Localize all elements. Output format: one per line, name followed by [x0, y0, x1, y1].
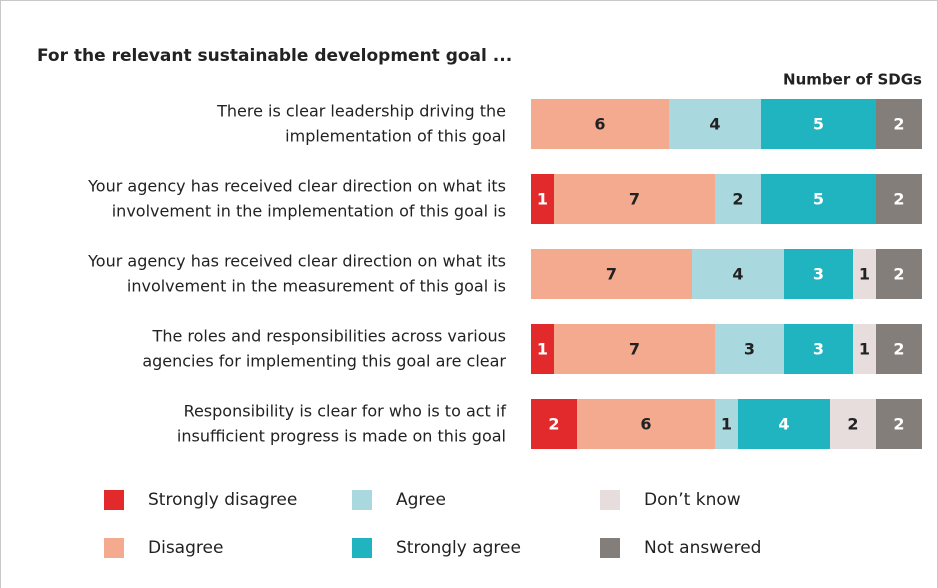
bar-segment — [531, 399, 577, 449]
bar-segment — [715, 399, 738, 449]
bar-segment — [531, 174, 554, 224]
y-tick-label: Your agency has received clear direction… — [87, 177, 506, 196]
bar-value-label: 7 — [629, 340, 640, 359]
y-tick-label: Your agency has received clear direction… — [87, 252, 506, 271]
bar-value-label: 1 — [859, 340, 870, 359]
bar-value-label: 2 — [893, 340, 904, 359]
bar-value-label: 1 — [537, 190, 548, 209]
bar-value-label: 3 — [813, 340, 824, 359]
bar-value-label: 1 — [721, 415, 732, 434]
legend-label: Don’t know — [644, 490, 741, 510]
bar-segment — [738, 399, 830, 449]
y-tick-label: insufficient progress is made on this go… — [177, 427, 506, 446]
y-tick-label: There is clear leadership driving the — [216, 102, 506, 121]
y-tick-label: The roles and responsibilities across va… — [152, 327, 506, 346]
bar-segment — [876, 249, 922, 299]
bar-segment — [531, 249, 692, 299]
legend-label: Agree — [396, 490, 446, 510]
bar-value-label: 5 — [813, 190, 824, 209]
legend-swatch — [104, 490, 124, 510]
bar-value-label: 4 — [709, 115, 720, 134]
bar-segment — [531, 99, 669, 149]
bar-value-label: 6 — [594, 115, 605, 134]
bar-segment — [876, 174, 922, 224]
bar-segment — [830, 399, 876, 449]
chart-title: For the relevant sustainable development… — [37, 46, 512, 66]
bar-segment — [554, 174, 715, 224]
x-axis-label: Number of SDGs — [783, 71, 922, 89]
bar-value-label: 4 — [732, 265, 743, 284]
bar-segment — [669, 99, 761, 149]
bar-value-label: 2 — [893, 415, 904, 434]
bar-value-label: 4 — [778, 415, 789, 434]
bar-value-label: 2 — [732, 190, 743, 209]
bar-value-label: 2 — [893, 115, 904, 134]
bar-segment — [692, 249, 784, 299]
legend-swatch — [352, 490, 372, 510]
bar-segment — [531, 324, 554, 374]
legend-swatch — [104, 538, 124, 558]
bar-segment — [876, 399, 922, 449]
bar-segment — [784, 324, 853, 374]
bar-segment — [715, 174, 761, 224]
legend-label: Strongly disagree — [148, 490, 297, 510]
legend-swatch — [352, 538, 372, 558]
bar-value-label: 7 — [629, 190, 640, 209]
y-tick-label: involvement in the measurement of this g… — [127, 277, 506, 296]
bar-value-label: 1 — [859, 265, 870, 284]
legend-label: Disagree — [148, 538, 223, 558]
bar-value-label: 3 — [813, 265, 824, 284]
bar-segment — [876, 324, 922, 374]
bar-value-label: 2 — [893, 265, 904, 284]
bar-segment — [784, 249, 853, 299]
y-tick-label: involvement in the implementation of thi… — [112, 202, 506, 221]
bar-segment — [876, 99, 922, 149]
legend-swatch — [600, 538, 620, 558]
bar-segment — [761, 99, 876, 149]
bar-value-label: 2 — [893, 190, 904, 209]
bar-value-label: 6 — [640, 415, 651, 434]
bar-segment — [554, 324, 715, 374]
bar-value-label: 3 — [744, 340, 755, 359]
bar-segment — [761, 174, 876, 224]
bar-value-label: 2 — [548, 415, 559, 434]
bar-value-label: 1 — [537, 340, 548, 359]
bar-segment — [853, 249, 876, 299]
y-tick-label: Responsibility is clear for who is to ac… — [184, 402, 507, 421]
y-tick-label: implementation of this goal — [285, 127, 506, 146]
legend-swatch — [600, 490, 620, 510]
bar-segment — [715, 324, 784, 374]
bar-segment — [577, 399, 715, 449]
legend-label: Strongly agree — [396, 538, 521, 558]
bar-value-label: 7 — [606, 265, 617, 284]
y-tick-label: agencies for implementing this goal are … — [142, 352, 506, 371]
bar-value-label: 5 — [813, 115, 824, 134]
bar-segment — [853, 324, 876, 374]
legend-label: Not answered — [644, 538, 761, 558]
bar-value-label: 2 — [847, 415, 858, 434]
